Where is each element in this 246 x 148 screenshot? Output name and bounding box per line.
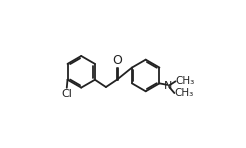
Text: CH₃: CH₃ — [175, 88, 194, 98]
Text: N: N — [164, 81, 173, 91]
Text: O: O — [113, 54, 123, 66]
Text: CH₃: CH₃ — [176, 76, 195, 86]
Text: Cl: Cl — [61, 89, 72, 99]
